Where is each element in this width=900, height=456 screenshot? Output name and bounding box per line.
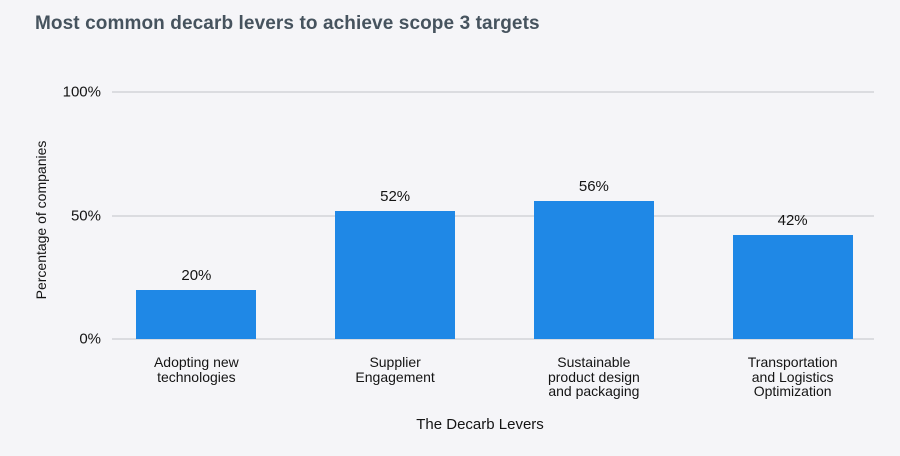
category-label: Sustainable product design and packaging [547, 354, 640, 399]
bar-group: 52% [296, 92, 495, 339]
bar [732, 235, 853, 339]
category-label: Adopting new technologies [153, 354, 239, 385]
chart-title: Most common decarb levers to achieve sco… [35, 13, 540, 34]
y-tick-label: 100% [62, 83, 101, 101]
bar [136, 289, 257, 339]
y-axis-tick-labels: 0% 50% 100% [30, 84, 101, 348]
gridline [112, 91, 874, 93]
plot-area: 20% 52% 56% 42% [112, 91, 874, 340]
bar-value-label: 42% [777, 212, 808, 230]
y-tick-label: 0% [79, 330, 101, 348]
bar [533, 200, 654, 339]
bar-group: 20% [97, 92, 296, 339]
x-axis-title: The Decarb Levers [416, 416, 544, 433]
category-label: Supplier Engagement [355, 354, 435, 385]
bar [335, 210, 456, 339]
gridline [112, 214, 874, 217]
y-tick-label: 50% [70, 207, 101, 224]
bar-value-label: 20% [181, 266, 212, 284]
gridline [112, 338, 874, 340]
bar-value-label: 52% [380, 187, 411, 205]
bar-value-label: 56% [578, 177, 609, 195]
category-label: Transportation and Logistics Optimizatio… [747, 354, 838, 399]
bars-container: 20% 52% 56% 42% [97, 92, 892, 339]
x-axis-category-labels: Adopting new technologies Supplier Engage… [97, 355, 892, 399]
bar-group: 56% [495, 92, 694, 339]
bar-group: 42% [693, 92, 892, 339]
